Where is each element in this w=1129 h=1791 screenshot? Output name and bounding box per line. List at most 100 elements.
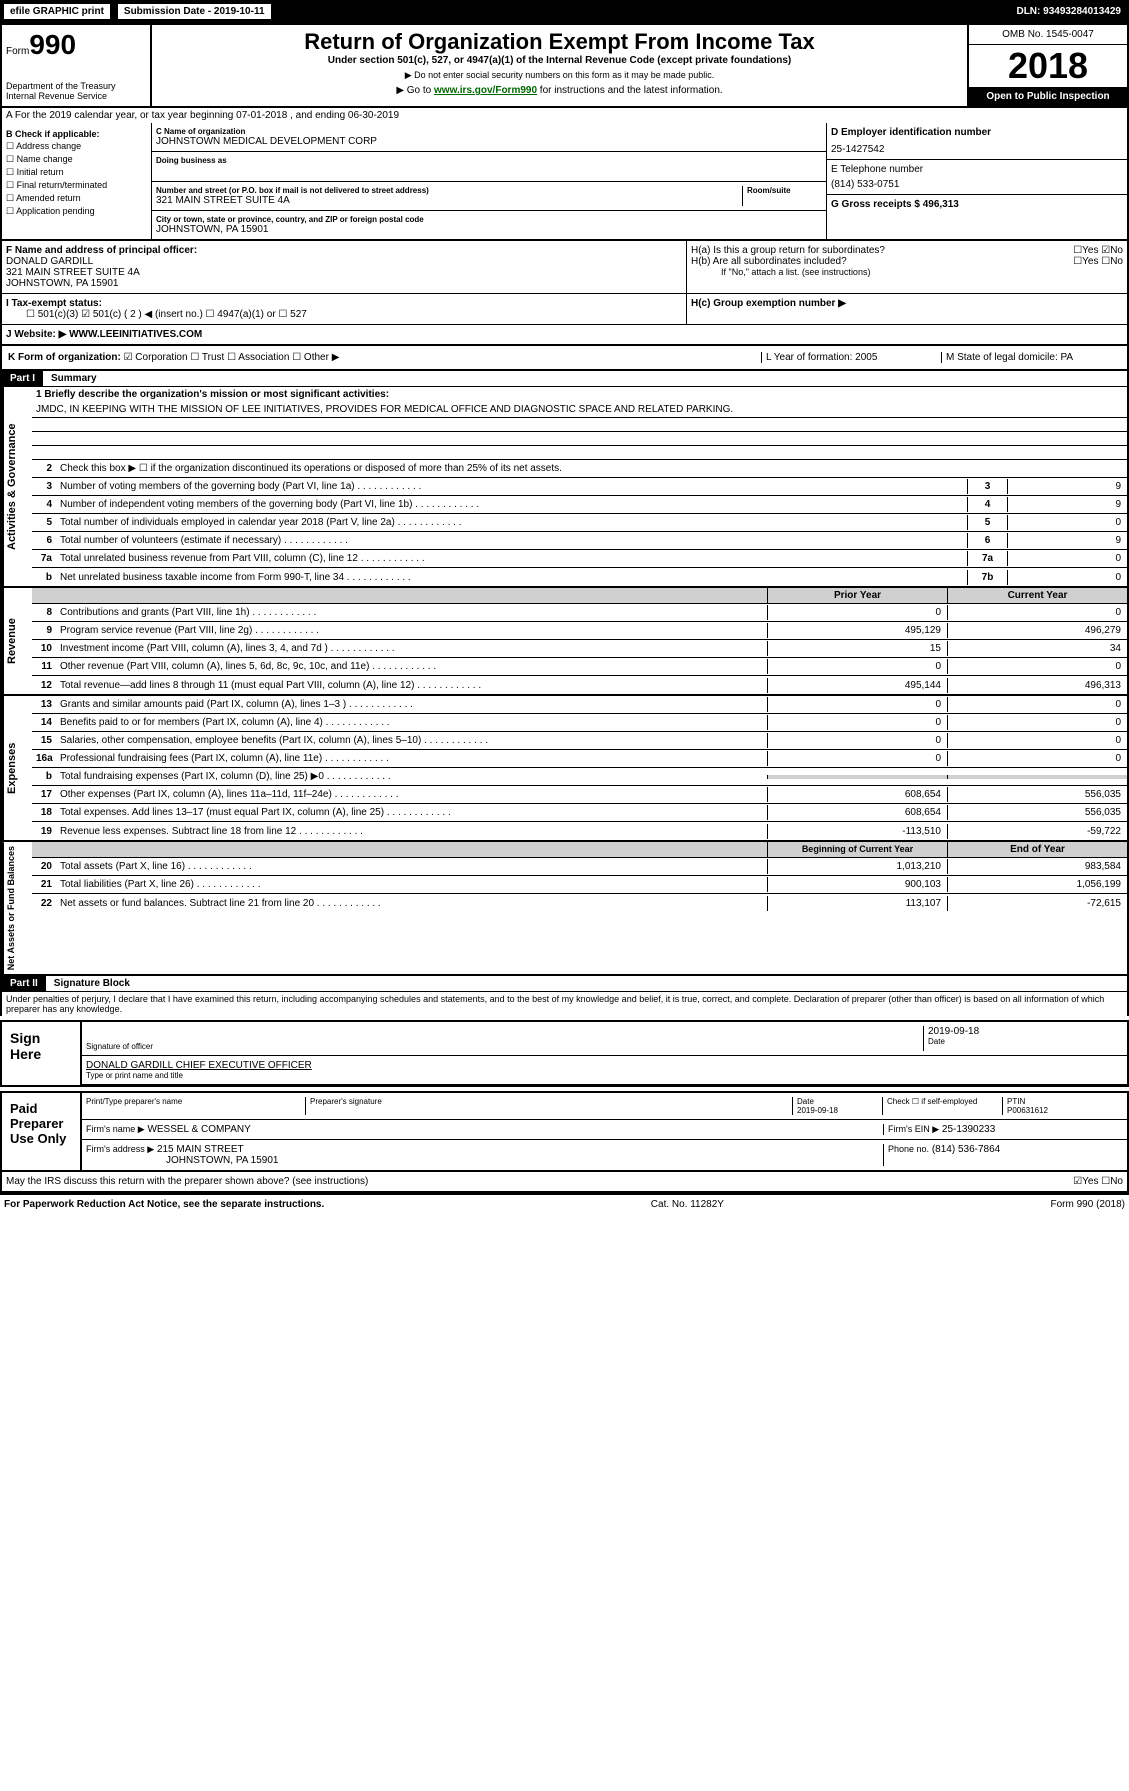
ptin-label: PTIN	[1007, 1097, 1123, 1106]
summary-row: 8 Contributions and grants (Part VIII, l…	[32, 604, 1127, 622]
summary-row: 9 Program service revenue (Part VIII, li…	[32, 622, 1127, 640]
hb-note: If "No," attach a list. (see instruction…	[691, 267, 1123, 277]
summary-row: 7a Total unrelated business revenue from…	[32, 550, 1127, 568]
sig-date-label: Date	[928, 1037, 1123, 1046]
phone-label: E Telephone number	[831, 164, 1123, 175]
dln-number: DLN: 93493284013429	[1016, 6, 1127, 17]
check-address-change[interactable]: ☐ Address change	[6, 141, 147, 152]
website-label: J Website: ▶	[6, 329, 66, 340]
org-name-label: C Name of organization	[156, 127, 822, 136]
paperwork-notice: For Paperwork Reduction Act Notice, see …	[4, 1199, 324, 1210]
phone-value: (814) 533-0751	[831, 179, 1123, 190]
net-label: Net Assets or Fund Balances	[2, 842, 32, 974]
rev-label: Revenue	[2, 588, 32, 694]
hb-answer[interactable]: ☐Yes ☐No	[1073, 256, 1123, 267]
firm-ein-label: Firm's EIN ▶	[888, 1124, 939, 1134]
form-subtitle: Under section 501(c), 527, or 4947(a)(1)…	[156, 55, 963, 66]
prep-sig-label: Preparer's signature	[306, 1097, 793, 1115]
hc-label: H(c) Group exemption number ▶	[691, 298, 1123, 309]
dba-label: Doing business as	[156, 156, 822, 165]
summary-row: 13 Grants and similar amounts paid (Part…	[32, 696, 1127, 714]
summary-row: b Total fundraising expenses (Part IX, c…	[32, 768, 1127, 786]
summary-row: 6 Total number of volunteers (estimate i…	[32, 532, 1127, 550]
discuss-answer[interactable]: ☑Yes ☐No	[1073, 1176, 1123, 1187]
part2-header: Part II Signature Block	[0, 976, 1129, 992]
firm-city: JOHNSTOWN, PA 15901	[86, 1155, 883, 1166]
mission-text: JMDC, IN KEEPING WITH THE MISSION OF LEE…	[32, 402, 1127, 418]
sign-here-label: Sign Here	[2, 1022, 82, 1085]
revenue-section: Revenue Prior Year Current Year 8 Contri…	[0, 588, 1129, 696]
street-address: 321 MAIN STREET SUITE 4A	[156, 195, 742, 206]
discuss-question: May the IRS discuss this return with the…	[6, 1176, 1073, 1187]
prep-date: 2019-09-18	[797, 1106, 882, 1115]
prior-year-hdr: Prior Year	[767, 588, 947, 603]
ein-value: 25-1427542	[831, 144, 1123, 155]
firm-address: 215 MAIN STREET	[157, 1144, 244, 1155]
summary-row: 14 Benefits paid to or for members (Part…	[32, 714, 1127, 732]
check-final-return[interactable]: ☐ Final return/terminated	[6, 180, 147, 191]
irs-link[interactable]: www.irs.gov/Form990	[434, 85, 537, 96]
website-row: J Website: ▶ WWW.LEEINITIATIVES.COM	[0, 325, 1129, 346]
net-assets-section: Net Assets or Fund Balances Beginning of…	[0, 842, 1129, 976]
summary-row: 12 Total revenue—add lines 8 through 11 …	[32, 676, 1127, 694]
form-header: Form990 Department of the Treasury Inter…	[0, 23, 1129, 108]
paid-preparer-label: Paid Preparer Use Only	[2, 1093, 82, 1170]
ha-label: H(a) Is this a group return for subordin…	[691, 245, 885, 256]
type-name-label: Type or print name and title	[86, 1071, 1123, 1080]
sig-date: 2019-09-18	[928, 1026, 1123, 1037]
summary-row: 17 Other expenses (Part IX, column (A), …	[32, 786, 1127, 804]
summary-row: 18 Total expenses. Add lines 13–17 (must…	[32, 804, 1127, 822]
preparer-section: Paid Preparer Use Only Print/Type prepar…	[0, 1091, 1129, 1172]
org-name: JOHNSTOWN MEDICAL DEVELOPMENT CORP	[156, 136, 822, 147]
summary-row: 16a Professional fundraising fees (Part …	[32, 750, 1127, 768]
discuss-row: May the IRS discuss this return with the…	[0, 1172, 1129, 1193]
catalog-number: Cat. No. 11282Y	[651, 1199, 724, 1210]
state-domicile: M State of legal domicile: PA	[941, 352, 1121, 363]
governance-section: Activities & Governance 1 Briefly descri…	[0, 387, 1129, 588]
ha-answer[interactable]: ☐Yes ☑No	[1073, 245, 1123, 256]
check-name-change[interactable]: ☐ Name change	[6, 154, 147, 165]
efile-badge[interactable]: efile GRAPHIC print	[2, 2, 112, 21]
summary-row: 2 Check this box ▶ ☐ if the organization…	[32, 460, 1127, 478]
tax-status-label: I Tax-exempt status:	[6, 298, 102, 309]
officer-typed-name: DONALD GARDILL CHIEF EXECUTIVE OFFICER	[86, 1060, 1123, 1071]
summary-row: 20 Total assets (Part X, line 16) 1,013,…	[32, 858, 1127, 876]
exp-label: Expenses	[2, 696, 32, 840]
current-year-hdr: Current Year	[947, 588, 1127, 603]
firm-addr-label: Firm's address ▶	[86, 1144, 154, 1154]
goto-prefix: ▶ Go to	[396, 85, 434, 96]
form-title: Return of Organization Exempt From Incom…	[156, 29, 963, 55]
top-bar: efile GRAPHIC print Submission Date - 20…	[0, 0, 1129, 23]
check-initial-return[interactable]: ☐ Initial return	[6, 167, 147, 178]
open-public: Open to Public Inspection	[969, 87, 1127, 106]
submission-date: Submission Date - 2019-10-11	[116, 2, 273, 21]
ptin-value: P00631612	[1007, 1106, 1123, 1115]
prep-phone: (814) 536-7864	[932, 1144, 1000, 1155]
part2-title: Signature Block	[46, 978, 130, 989]
form-prefix: Form	[6, 46, 29, 57]
k-label: K Form of organization:	[8, 352, 121, 363]
officer-address: 321 MAIN STREET SUITE 4A JOHNSTOWN, PA 1…	[6, 267, 682, 289]
website-value[interactable]: WWW.LEEINITIATIVES.COM	[69, 329, 202, 340]
k-options[interactable]: ☑ Corporation ☐ Trust ☐ Association ☐ Ot…	[124, 352, 340, 363]
check-pending[interactable]: ☐ Application pending	[6, 206, 147, 217]
tax-status-options[interactable]: ☐ 501(c)(3) ☑ 501(c) ( 2 ) ◀ (insert no.…	[6, 309, 682, 320]
part1-badge: Part I	[2, 371, 43, 386]
form-org-row: K Form of organization: ☑ Corporation ☐ …	[0, 346, 1129, 371]
hb-label: H(b) Are all subordinates included?	[691, 256, 847, 267]
firm-name: WESSEL & COMPANY	[147, 1124, 250, 1135]
ein-label: D Employer identification number	[831, 127, 1123, 138]
q1-label: 1 Briefly describe the organization's mi…	[36, 389, 389, 400]
summary-row: b Net unrelated business taxable income …	[32, 568, 1127, 586]
tax-year-row: A For the 2019 calendar year, or tax yea…	[0, 108, 1129, 123]
check-amended[interactable]: ☐ Amended return	[6, 193, 147, 204]
summary-row: 3 Number of voting members of the govern…	[32, 478, 1127, 496]
city-label: City or town, state or province, country…	[156, 215, 822, 224]
part2-badge: Part II	[2, 976, 46, 991]
tax-status-row: I Tax-exempt status: ☐ 501(c)(3) ☑ 501(c…	[0, 294, 1129, 325]
officer-label: F Name and address of principal officer:	[6, 245, 682, 256]
self-employed-check[interactable]: Check ☐ if self-employed	[883, 1097, 1003, 1115]
summary-row: 21 Total liabilities (Part X, line 26) 9…	[32, 876, 1127, 894]
prep-phone-label: Phone no.	[888, 1144, 929, 1154]
form-footer: Form 990 (2018)	[1051, 1199, 1125, 1210]
